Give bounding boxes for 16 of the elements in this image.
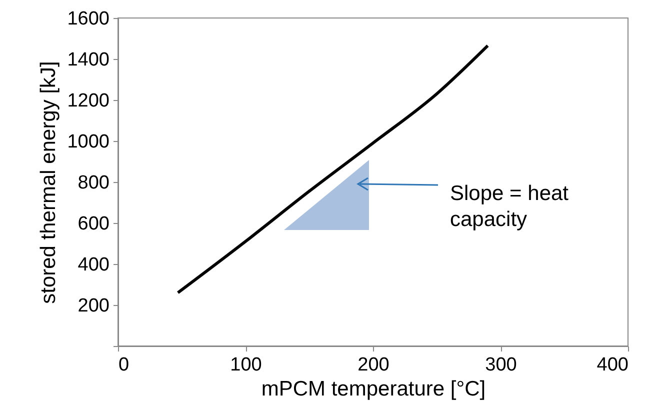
y-tick-label: 600 (78, 214, 110, 234)
y-tick-label: 1200 (67, 90, 110, 112)
x-axis-title: mPCM temperature [°C] (261, 378, 486, 400)
y-tick-label: 1600 (67, 8, 110, 30)
y-tick-label: 1400 (67, 50, 110, 70)
y-tick-label: 800 (78, 172, 110, 194)
y-tick-label: 400 (78, 254, 110, 276)
y-tick-label: 1000 (67, 132, 110, 152)
x-tick-label: 300 (485, 354, 517, 376)
y-tick-label: 200 (78, 296, 110, 316)
x-tick-label: 200 (358, 354, 390, 376)
x-tick-label: 100 (230, 354, 262, 376)
annotation: Slope = heat capacity (450, 182, 569, 231)
x-tick-label: 400 (596, 354, 628, 376)
x-tick-label: 0 (118, 354, 130, 376)
y-axis-title: stored thermal energy [kJ] (37, 61, 60, 304)
